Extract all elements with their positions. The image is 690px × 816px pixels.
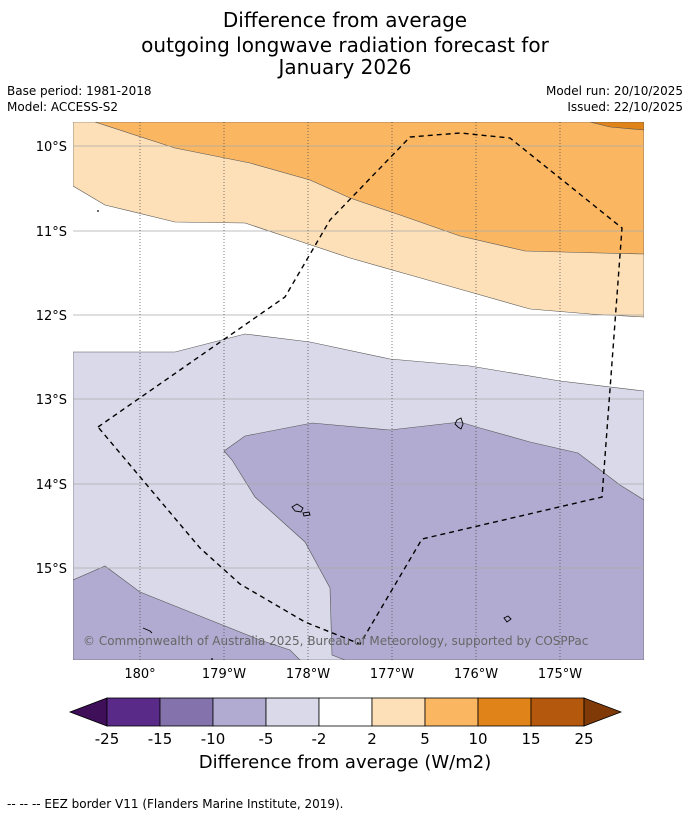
lon-label: 179°W	[202, 667, 246, 682]
colorbar-segment	[318, 697, 373, 727]
colorbar-segment	[371, 697, 426, 727]
lon-label: 177°W	[370, 667, 414, 682]
title-line-1: Difference from average	[222, 8, 468, 32]
colorbar-tick: -2	[312, 730, 327, 748]
map-plot-area: © Commonwealth of Australia 2025, Bureau…	[73, 122, 644, 660]
island-dot	[97, 210, 99, 212]
lon-label: 180°	[124, 667, 155, 682]
issued-date: Issued: 22/10/2025	[567, 100, 683, 114]
colorbar-segment	[424, 697, 479, 727]
model-name: Model: ACCESS-S2	[7, 100, 119, 114]
longitude-labels: 180° 179°W 178°W 177°W 176°W 175°W	[124, 667, 582, 682]
latitude-labels: 10°S 11°S 12°S 13°S 14°S 15°S	[36, 140, 67, 577]
lat-label: 15°S	[36, 562, 67, 577]
island-shape	[454, 417, 464, 430]
lat-label: 12°S	[36, 309, 67, 324]
contour-minus10-to-minus5-left	[73, 565, 301, 660]
colorbar-title: Difference from average (W/m2)	[198, 752, 492, 773]
colorbar-tick: 10	[468, 730, 487, 748]
island-shape	[142, 627, 153, 634]
colorbar-tick: -25	[95, 730, 120, 748]
lat-label: 14°S	[36, 478, 67, 493]
lat-label: 11°S	[36, 225, 67, 240]
colorbar-segment	[530, 697, 585, 727]
colorbar-tick: -5	[259, 730, 274, 748]
title-line-3: January 2026	[278, 55, 412, 79]
colorbar-high-extend	[583, 697, 623, 727]
latitude-gridlines	[73, 145, 644, 569]
colorbar-low-extend	[68, 697, 108, 727]
island-dot	[211, 658, 213, 660]
eez-legend-note: -- -- -- EEZ border V11 (Flanders Marine…	[7, 797, 344, 811]
lon-label: 178°W	[286, 667, 330, 682]
colorbar	[68, 697, 623, 727]
eez-border	[96, 132, 623, 645]
colorbar-segment	[106, 697, 161, 727]
colorbar-tick: -15	[148, 730, 173, 748]
lon-label: 175°W	[538, 667, 582, 682]
island-shape	[503, 615, 512, 623]
contour-5-to-10	[94, 122, 644, 255]
colorbar-segment	[477, 697, 532, 727]
colorbar-segment	[265, 697, 320, 727]
base-period: Base period: 1981-2018	[7, 84, 152, 98]
colorbar-tick: -10	[201, 730, 226, 748]
colorbar-tick: 5	[420, 730, 430, 748]
lat-label: 10°S	[36, 140, 67, 155]
contour-10-to-15	[589, 122, 644, 131]
copyright-text: © Commonwealth of Australia 2025, Bureau…	[83, 634, 588, 648]
colorbar-segment	[159, 697, 214, 727]
colorbar-segment	[212, 697, 267, 727]
contour-minus10-to-minus5-center	[223, 421, 644, 660]
island-shape	[291, 503, 304, 513]
island-shape	[302, 511, 311, 517]
lon-label: 176°W	[454, 667, 498, 682]
model-run: Model run: 20/10/2025	[545, 84, 683, 98]
colorbar-tick-labels: -25 -15 -10 -5 -2 2 5 10 15 25	[95, 730, 594, 748]
lat-label: 13°S	[36, 393, 67, 408]
colorbar-tick: 2	[367, 730, 377, 748]
colorbar-tick: 15	[521, 730, 540, 748]
title-line-2: outgoing longwave radiation forecast for	[141, 33, 549, 57]
colorbar-tick: 25	[574, 730, 593, 748]
